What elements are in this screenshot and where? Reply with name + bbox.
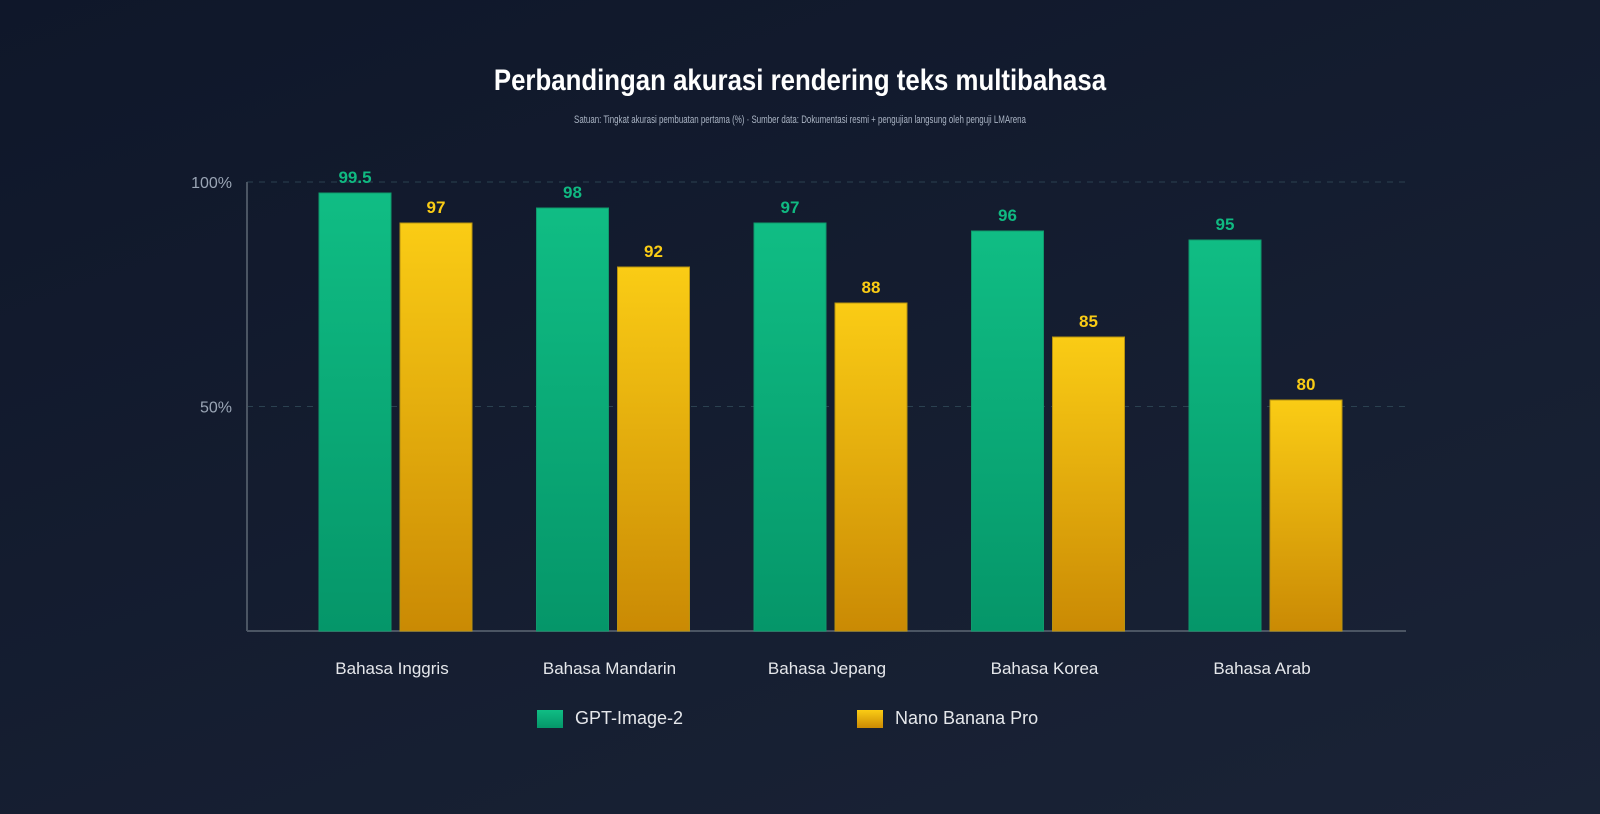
- chart-title: Perbandingan akurasi rendering teks mult…: [493, 64, 1107, 97]
- bar-gpt-image-2: [971, 230, 1044, 632]
- data-label: 99.5: [338, 168, 371, 187]
- bar-gpt-image-2: [753, 222, 827, 632]
- legend-label: Nano Banana Pro: [895, 708, 1039, 728]
- legend-swatch: [857, 709, 883, 728]
- y-tick-label: 50%: [200, 400, 232, 417]
- legend-swatch: [537, 709, 563, 728]
- bar-gpt-image-2: [1188, 239, 1262, 632]
- data-label: 92: [644, 242, 663, 261]
- x-tick-label: Bahasa Inggris: [335, 659, 448, 678]
- data-label: 95: [1216, 215, 1235, 234]
- data-label: 97: [781, 198, 800, 217]
- bar-nano-banana-pro: [1269, 399, 1343, 632]
- bar-gpt-image-2: [536, 207, 609, 632]
- data-label: 96: [998, 206, 1017, 225]
- x-tick-label: Bahasa Jepang: [768, 659, 886, 678]
- data-label: 85: [1079, 312, 1098, 331]
- bar-nano-banana-pro: [617, 266, 690, 632]
- data-label: 97: [427, 198, 446, 217]
- chart-subtitle: Satuan: Tingkat akurasi pembuatan pertam…: [574, 114, 1026, 126]
- data-label: 80: [1297, 375, 1316, 394]
- data-label: 88: [862, 278, 881, 297]
- legend-label: GPT-Image-2: [575, 708, 684, 728]
- legend: GPT-Image-2 Nano Banana Pro: [0, 708, 1600, 732]
- x-tick-label: Bahasa Mandarin: [543, 659, 676, 678]
- bar-nano-banana-pro: [1052, 336, 1125, 632]
- y-tick-label: 100%: [191, 175, 232, 192]
- x-tick-label: Bahasa Korea: [991, 659, 1099, 678]
- bar-nano-banana-pro: [834, 302, 908, 632]
- legend-item-gpt[interactable]: GPT-Image-2: [537, 708, 683, 729]
- bar-nano-banana-pro: [399, 222, 473, 632]
- bar-gpt-image-2: [318, 192, 392, 632]
- x-tick-label: Bahasa Arab: [1213, 659, 1310, 678]
- legend-item-nano[interactable]: Nano Banana Pro: [857, 708, 1038, 729]
- data-label: 98: [563, 183, 582, 202]
